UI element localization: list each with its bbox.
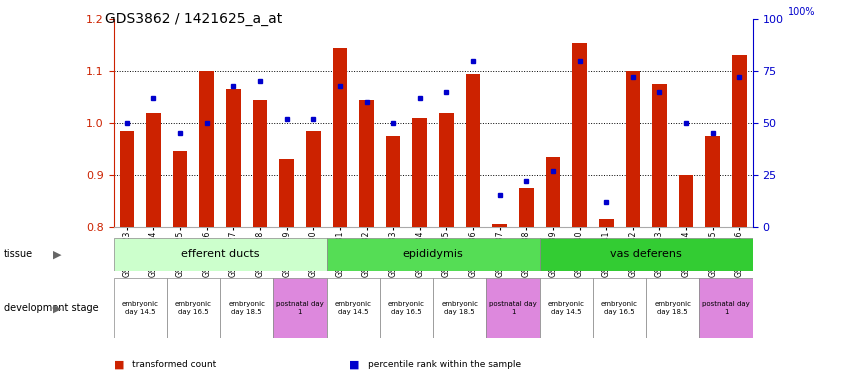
Bar	[486, 278, 540, 338]
Bar	[252, 99, 267, 227]
Text: embryonic
day 16.5: embryonic day 16.5	[601, 301, 638, 315]
Bar	[114, 238, 326, 271]
Bar	[439, 113, 454, 227]
Bar	[646, 278, 700, 338]
Bar	[273, 278, 326, 338]
Bar	[412, 118, 427, 227]
Bar	[546, 157, 560, 227]
Text: tissue: tissue	[4, 249, 34, 260]
Bar	[679, 175, 694, 227]
Text: ▶: ▶	[53, 303, 61, 313]
Bar	[114, 278, 167, 338]
Text: embryonic
day 18.5: embryonic day 18.5	[442, 301, 479, 315]
Bar	[700, 278, 753, 338]
Bar	[332, 48, 347, 227]
Text: GDS3862 / 1421625_a_at: GDS3862 / 1421625_a_at	[105, 12, 283, 25]
Text: embryonic
day 18.5: embryonic day 18.5	[228, 301, 265, 315]
Bar	[519, 188, 534, 227]
Text: embryonic
day 16.5: embryonic day 16.5	[388, 301, 425, 315]
Text: ■: ■	[114, 360, 124, 370]
Text: embryonic
day 16.5: embryonic day 16.5	[175, 301, 212, 315]
Text: vas deferens: vas deferens	[611, 249, 682, 260]
Bar	[326, 278, 380, 338]
Bar	[199, 71, 214, 227]
Text: postnatal day
1: postnatal day 1	[276, 301, 324, 315]
Text: embryonic
day 14.5: embryonic day 14.5	[122, 301, 159, 315]
Bar	[380, 278, 433, 338]
Text: embryonic
day 14.5: embryonic day 14.5	[335, 301, 372, 315]
Text: embryonic
day 14.5: embryonic day 14.5	[547, 301, 584, 315]
Text: ■: ■	[349, 360, 359, 370]
Text: 100%: 100%	[788, 7, 815, 17]
Bar	[540, 278, 593, 338]
Bar	[146, 113, 161, 227]
Bar	[732, 56, 747, 227]
Bar	[540, 238, 753, 271]
Bar	[359, 99, 374, 227]
Bar	[279, 159, 294, 227]
Bar	[593, 278, 646, 338]
Text: development stage: development stage	[4, 303, 99, 313]
Bar	[172, 151, 188, 227]
Bar	[306, 131, 320, 227]
Text: efferent ducts: efferent ducts	[181, 249, 259, 260]
Bar	[167, 278, 220, 338]
Bar	[652, 84, 667, 227]
Bar	[492, 224, 507, 227]
Bar	[466, 74, 480, 227]
Text: embryonic
day 18.5: embryonic day 18.5	[654, 301, 691, 315]
Text: transformed count: transformed count	[132, 360, 216, 369]
Text: percentile rank within the sample: percentile rank within the sample	[368, 360, 521, 369]
Bar	[220, 278, 273, 338]
Text: epididymis: epididymis	[403, 249, 463, 260]
Bar	[626, 71, 640, 227]
Text: postnatal day
1: postnatal day 1	[702, 301, 750, 315]
Bar	[572, 43, 587, 227]
Bar	[433, 278, 486, 338]
Text: ▶: ▶	[53, 249, 61, 260]
Bar	[599, 219, 614, 227]
Bar	[326, 238, 540, 271]
Bar	[119, 131, 135, 227]
Text: postnatal day
1: postnatal day 1	[489, 301, 537, 315]
Bar	[386, 136, 400, 227]
Bar	[706, 136, 720, 227]
Bar	[226, 89, 241, 227]
